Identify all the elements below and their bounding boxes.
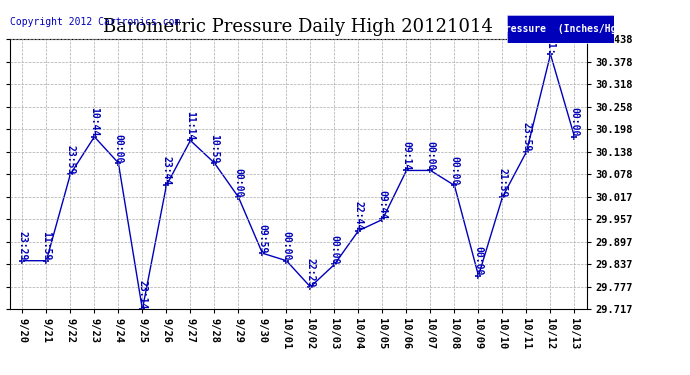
Text: 00:00: 00:00 [282, 231, 291, 261]
Text: 11:: 11: [546, 37, 555, 54]
Text: 21:59: 21:59 [497, 168, 507, 197]
Text: 09:59: 09:59 [257, 224, 268, 253]
Text: 09:14: 09:14 [402, 141, 411, 171]
Text: 11:59: 11:59 [41, 231, 51, 261]
Text: 00:00: 00:00 [473, 246, 484, 276]
Text: 23:59: 23:59 [66, 145, 75, 174]
Text: Copyright 2012 Cartronics.com: Copyright 2012 Cartronics.com [10, 17, 181, 27]
Text: 23:29: 23:29 [17, 231, 28, 261]
Text: 23:14: 23:14 [137, 280, 148, 309]
Text: 23:59: 23:59 [522, 122, 531, 152]
Text: 11:14: 11:14 [186, 111, 195, 141]
Text: 00:00: 00:00 [233, 168, 244, 197]
Title: Barometric Pressure Daily High 20121014: Barometric Pressure Daily High 20121014 [104, 18, 493, 36]
Text: 00:00: 00:00 [113, 134, 124, 163]
Text: 00:00: 00:00 [329, 235, 339, 264]
Text: 09:44: 09:44 [377, 190, 388, 219]
Text: 00:00: 00:00 [569, 107, 580, 137]
Text: Pressure  (Inches/Hg): Pressure (Inches/Hg) [499, 24, 622, 34]
Text: 00:00: 00:00 [449, 156, 460, 185]
Text: 22:44: 22:44 [353, 201, 364, 231]
Text: 23:44: 23:44 [161, 156, 171, 185]
Text: 10:44: 10:44 [90, 107, 99, 137]
Text: 00:00: 00:00 [426, 141, 435, 171]
Text: 22:29: 22:29 [306, 258, 315, 287]
Text: 10:59: 10:59 [209, 134, 219, 163]
